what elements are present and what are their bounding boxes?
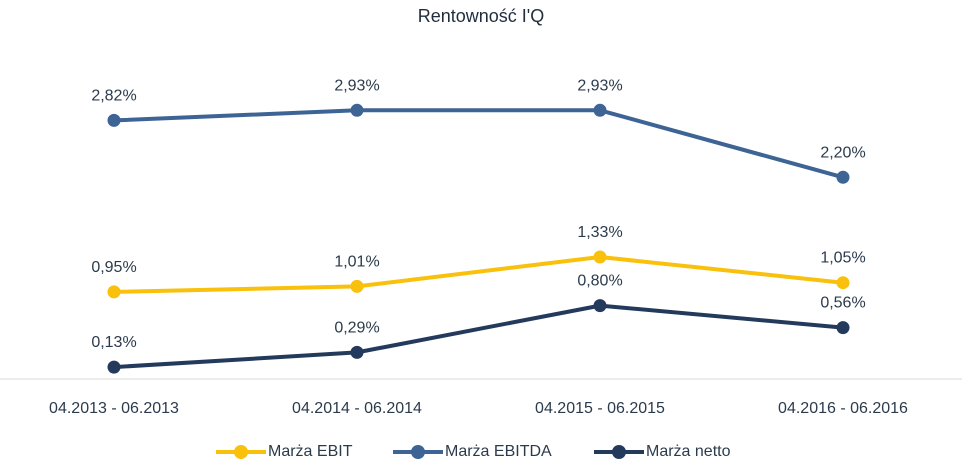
chart-legend: Marża EBIT Marża EBITDA Marża netto <box>0 440 962 464</box>
legend-swatch <box>393 440 443 464</box>
legend-label: Marża netto <box>646 443 731 460</box>
x-tick-label: 04.2016 - 06.2016 <box>778 400 908 417</box>
legend-item-marza-ebit: Marża EBIT <box>216 440 352 464</box>
legend-item-marza-ebitda: Marża EBITDA <box>393 440 552 464</box>
data-point-marza-netto <box>107 360 121 374</box>
data-point-marza-ebitda <box>107 113 121 127</box>
series-line-marza-ebit <box>112 255 845 294</box>
data-point-marza-ebit <box>836 276 850 290</box>
data-label-marza-ebitda: 2,20% <box>820 144 865 161</box>
data-point-marza-netto <box>836 321 850 335</box>
line-chart: 04.2013 - 06.2013 04.2014 - 06.2014 04.201… <box>0 77 962 417</box>
data-label-marza-ebitda: 2,93% <box>577 77 622 94</box>
data-label-marza-ebit: 1,05% <box>820 250 865 267</box>
chart-title: Rentowność I'Q <box>417 6 545 26</box>
data-label-marza-ebitda: 2,93% <box>334 77 379 94</box>
series-line-marza-netto <box>112 303 845 370</box>
data-label-marza-ebit: 1,01% <box>334 253 379 270</box>
data-point-marza-netto <box>593 299 607 313</box>
x-tick-label: 04.2015 - 06.2015 <box>535 400 665 417</box>
legend-label: Marża EBITDA <box>445 443 552 460</box>
x-tick-label: 04.2013 - 06.2013 <box>49 400 179 417</box>
legend-label: Marża EBIT <box>268 443 353 460</box>
data-label-marza-netto: 0,80% <box>577 273 622 290</box>
data-point-marza-ebitda <box>593 103 607 117</box>
data-point-marza-ebit <box>350 279 364 293</box>
x-tick-label: 04.2014 - 06.2014 <box>292 400 422 417</box>
legend-swatch <box>594 440 644 464</box>
series-line-marza-ebitda <box>112 108 845 180</box>
data-point-marza-ebitda <box>836 170 850 184</box>
data-label-marza-ebit: 1,33% <box>577 224 622 241</box>
data-point-marza-netto <box>350 345 364 359</box>
data-label-marza-ebit: 0,95% <box>91 259 136 276</box>
data-label-marza-netto: 0,56% <box>820 295 865 312</box>
data-point-marza-ebitda <box>350 103 364 117</box>
data-label-marza-netto: 0,29% <box>334 319 379 336</box>
data-label-marza-netto: 0,13% <box>91 334 136 351</box>
legend-item-marza-netto: Marża netto <box>594 440 730 464</box>
data-label-marza-ebitda: 2,82% <box>91 87 136 104</box>
data-point-marza-ebit <box>593 250 607 264</box>
data-point-marza-ebit <box>107 285 121 299</box>
legend-swatch <box>216 440 266 464</box>
